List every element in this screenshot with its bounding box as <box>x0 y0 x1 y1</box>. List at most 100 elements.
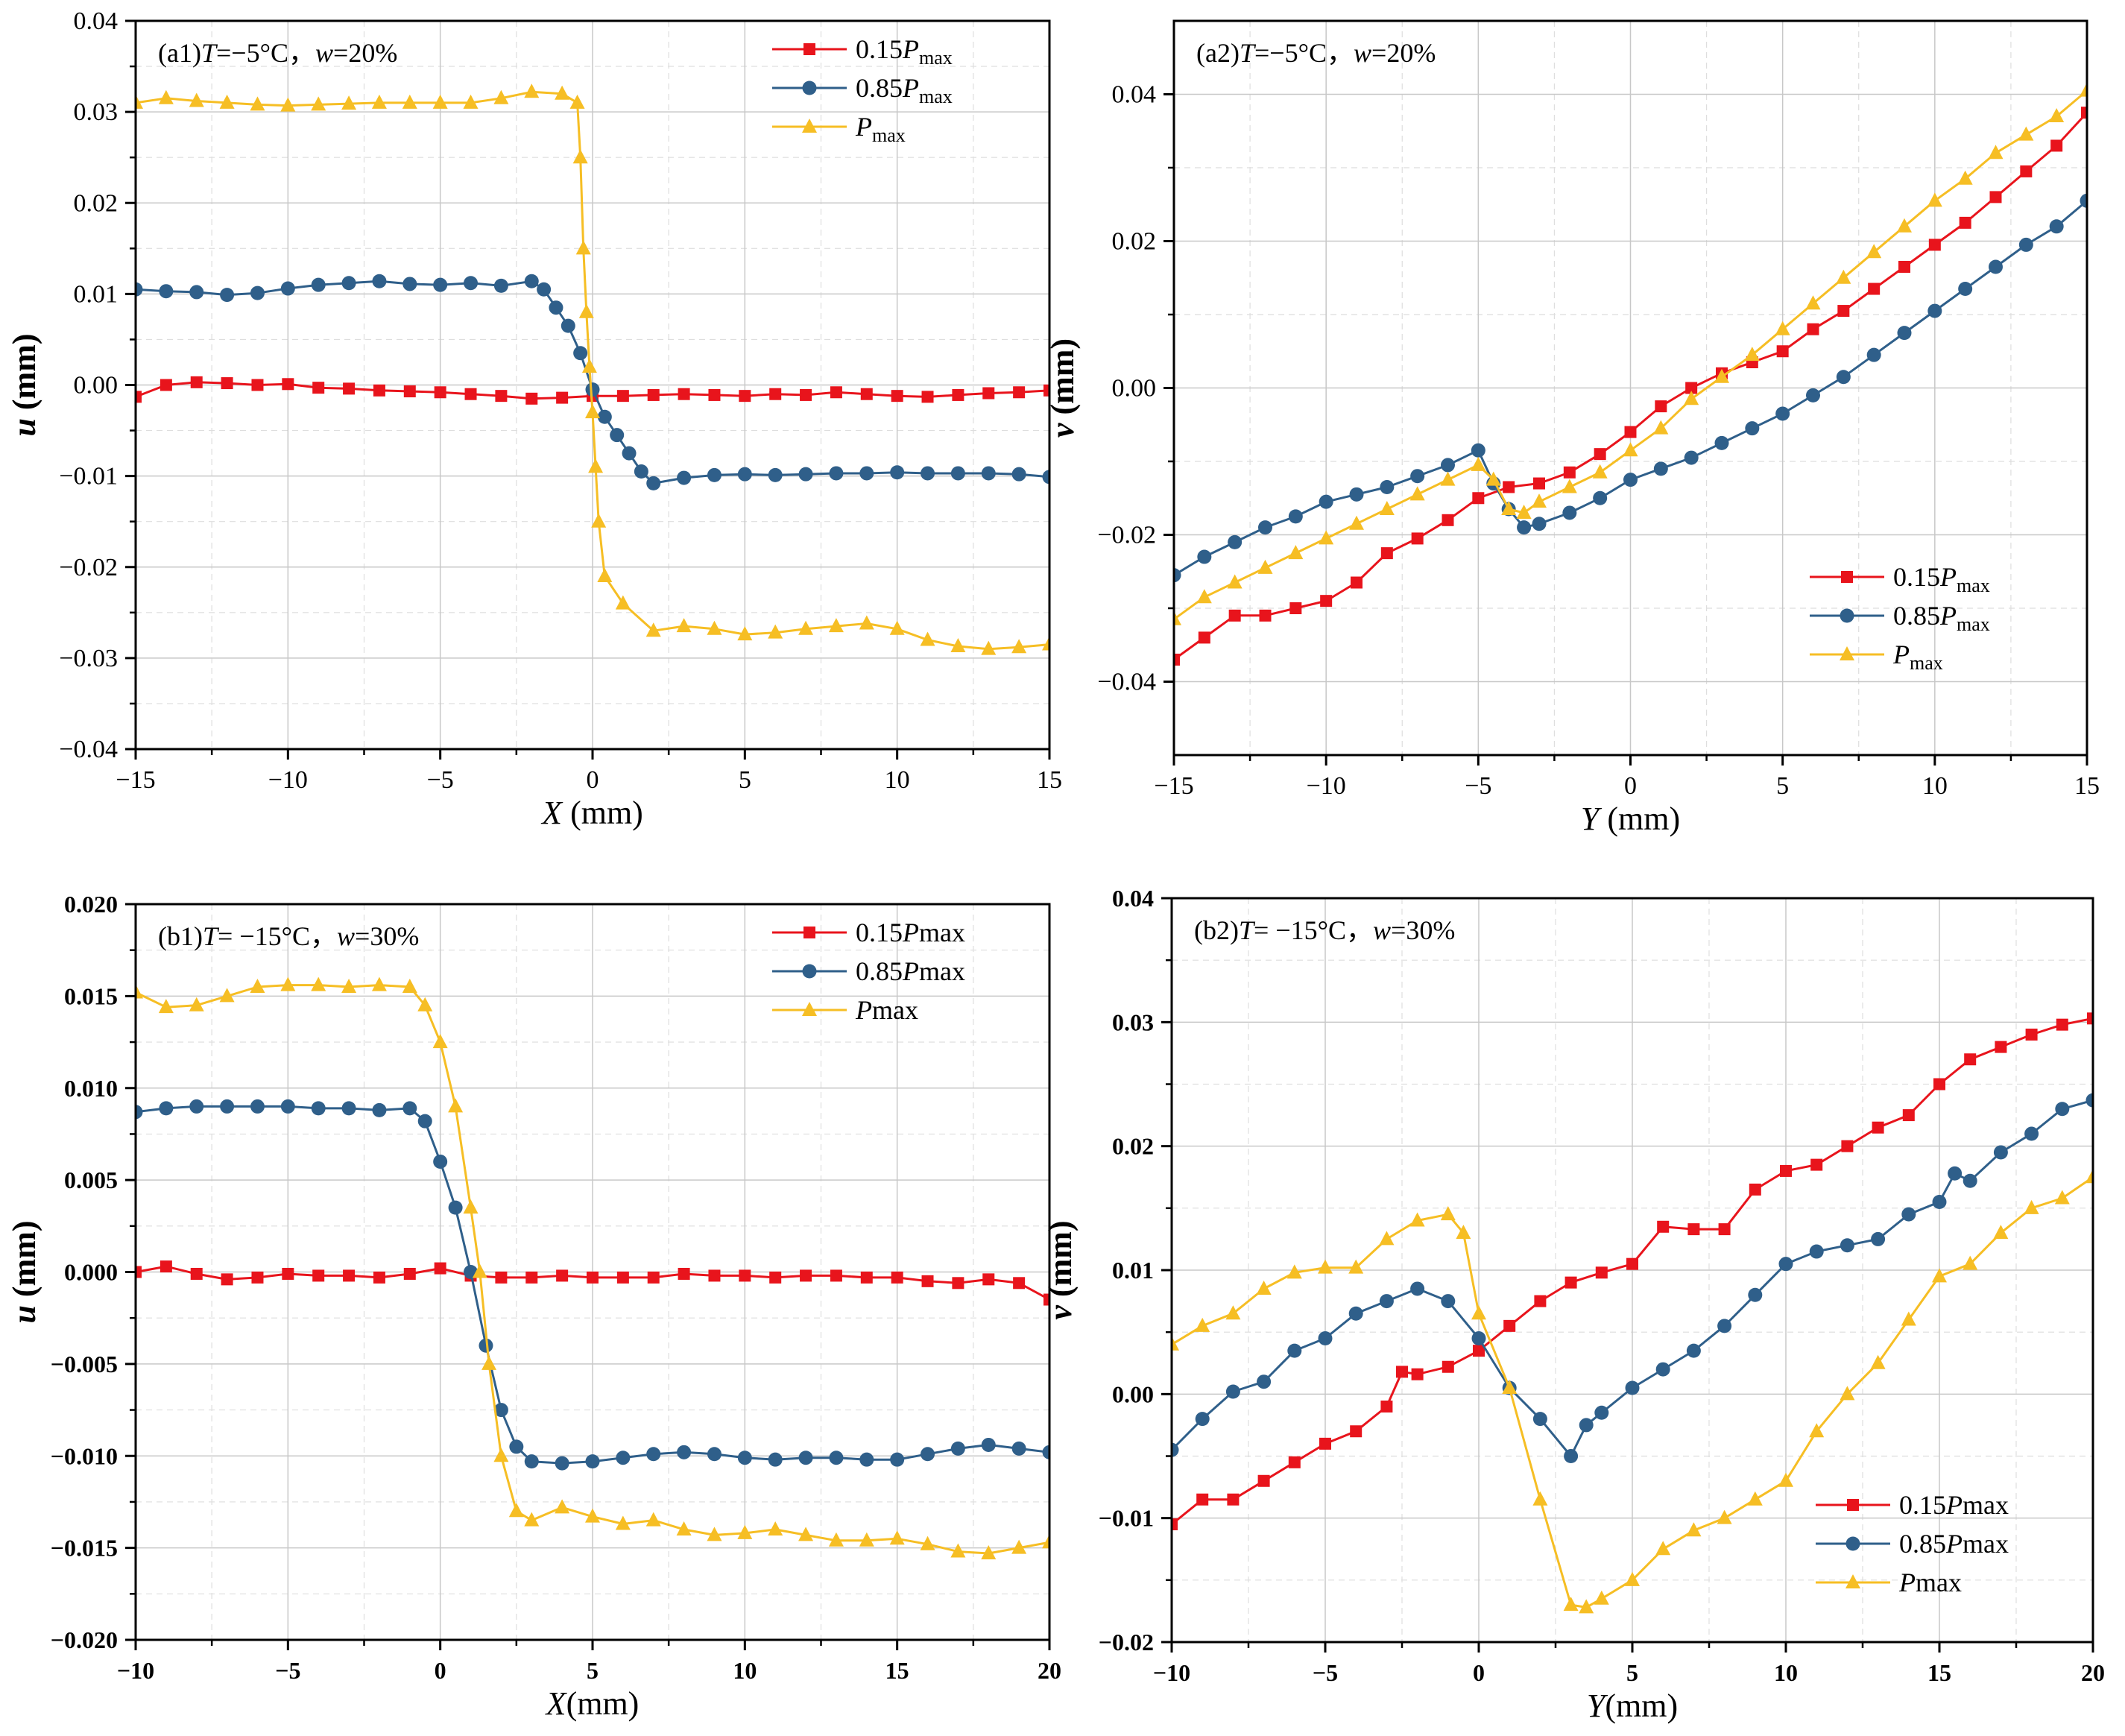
x-tick-label: 20 <box>2081 1659 2105 1686</box>
data-point <box>1963 1173 1977 1188</box>
data-point <box>1870 1354 1886 1369</box>
data-point <box>952 388 964 401</box>
data-point <box>981 1437 996 1452</box>
grid-a2 <box>1173 21 2088 755</box>
data-point <box>1840 1238 1854 1253</box>
data-point <box>920 631 935 646</box>
data-point <box>798 620 814 635</box>
data-point <box>373 1271 385 1284</box>
data-point <box>616 1451 631 1465</box>
data-point <box>890 465 905 480</box>
data-point <box>493 89 509 104</box>
data-point <box>1501 501 1517 516</box>
data-point <box>676 1521 692 1535</box>
data-point <box>1380 479 1395 494</box>
data-point <box>1174 653 1180 666</box>
data-point <box>1471 456 1486 471</box>
y-tick-label: 0.000 <box>64 1259 118 1286</box>
data-point <box>1872 1121 1884 1134</box>
legend-label: Pmax <box>1898 1568 1962 1597</box>
data-point <box>1948 1166 1963 1181</box>
data-point <box>341 276 356 291</box>
data-point <box>1717 1509 1732 1524</box>
data-point <box>1198 631 1210 644</box>
data-point <box>403 385 416 398</box>
data-point <box>1318 1331 1333 1345</box>
legend-a2: 0.15Pmax 0.85Pmax Pmax <box>1810 562 1990 674</box>
data-point <box>588 458 604 473</box>
data-point <box>889 1530 905 1545</box>
data-point <box>1473 1345 1485 1357</box>
data-point <box>585 404 600 419</box>
data-point <box>1042 470 1049 484</box>
data-point <box>433 277 448 292</box>
data-point <box>2025 1028 2038 1041</box>
data-point <box>737 1524 753 1539</box>
legend-a1: 0.15Pmax 0.85Pmax Pmax <box>772 34 953 146</box>
legend-label: Pmax <box>1892 640 1943 674</box>
data-point <box>707 1447 722 1462</box>
data-point <box>1411 532 1424 545</box>
data-point <box>189 1099 204 1114</box>
data-point <box>556 1269 569 1282</box>
y-tick-label: −0.02 <box>1097 522 1156 549</box>
data-point <box>1778 1472 1793 1487</box>
chart-panel-b2: −10 −5 0 5 10 15 20 −0.02 −0.01 0.00 0.01 0.02 0.03 0… <box>1042 885 2105 1724</box>
data-point <box>1172 1336 1179 1351</box>
data-point <box>1806 388 1820 403</box>
x-axis-label: X (mm) <box>540 795 643 831</box>
data-point <box>1958 282 1973 297</box>
data-point <box>190 1267 203 1280</box>
data-point <box>1684 450 1699 465</box>
data-point <box>647 388 660 401</box>
data-point <box>1502 1380 1518 1395</box>
data-point <box>417 1114 432 1129</box>
y-tick-label: 0.015 <box>64 982 118 1009</box>
data-point <box>678 388 690 400</box>
x-tick-label: 10 <box>1922 772 1948 800</box>
data-point <box>610 428 625 443</box>
data-point <box>2049 108 2065 123</box>
data-point <box>1963 1255 1978 1270</box>
x-tick-label: 20 <box>1038 1657 1061 1684</box>
data-point <box>1592 464 1608 479</box>
data-point <box>1655 1541 1671 1556</box>
data-point <box>1623 442 1638 457</box>
data-point <box>615 595 631 610</box>
data-point <box>251 379 264 391</box>
data-point <box>982 387 995 400</box>
data-point <box>1625 1380 1640 1395</box>
data-point <box>585 1508 600 1523</box>
data-point <box>341 1101 356 1116</box>
plot-frame-a1 <box>134 19 1051 751</box>
chart-panel-a2: −15 −10 −5 0 5 10 15 −0.04 −0.02 0.00 0.02 0.04 Y (m… <box>1044 19 2100 837</box>
data-point <box>1807 323 1819 335</box>
legend-label: 0.15Pmax <box>1899 1490 2009 1520</box>
data-point <box>1841 1140 1854 1152</box>
data-point <box>448 1200 463 1215</box>
data-point <box>1471 1305 1486 1320</box>
data-point <box>1411 1368 1424 1380</box>
data-point <box>737 626 753 641</box>
legend-marker <box>1845 1574 1860 1588</box>
data-point <box>647 1271 660 1284</box>
data-point <box>1964 1053 1977 1066</box>
data-point <box>1928 239 1941 251</box>
data-point <box>634 464 648 479</box>
data-point <box>220 288 235 303</box>
panel-title: (a2)T=−5°C，w=20% <box>1196 38 1436 68</box>
legend-marker <box>802 119 817 133</box>
y-tick-label: 0.00 <box>1112 375 1157 403</box>
data-point <box>1258 520 1272 535</box>
data-point <box>373 384 385 397</box>
data-point <box>1195 1317 1210 1332</box>
y-tick-label: −0.02 <box>1099 1629 1154 1655</box>
y-tick-label: −0.01 <box>1099 1505 1154 1532</box>
data-point <box>1320 595 1333 607</box>
data-point <box>1684 391 1699 405</box>
data-point <box>1744 347 1760 362</box>
data-point <box>828 618 844 633</box>
data-point <box>982 1273 995 1286</box>
data-point <box>341 95 357 110</box>
data-point <box>1011 1441 1026 1456</box>
